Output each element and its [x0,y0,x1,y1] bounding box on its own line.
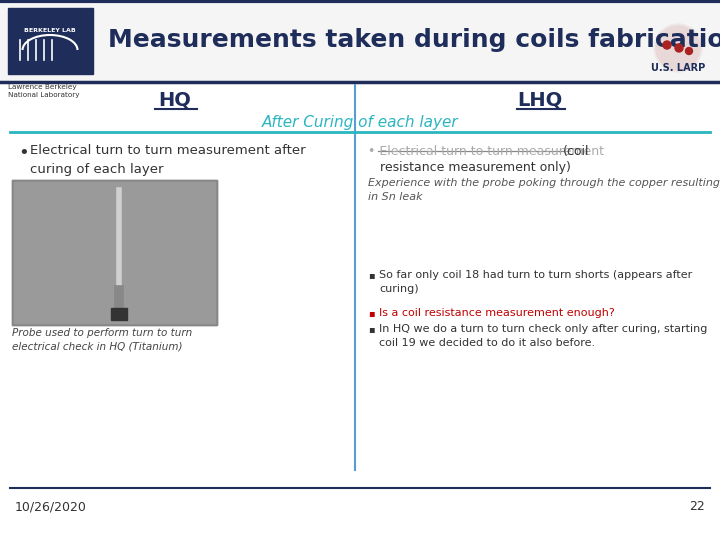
Circle shape [663,41,671,49]
Text: ▪: ▪ [368,270,374,280]
Circle shape [654,24,702,72]
Bar [12,180,217,325]
Text: Measurements taken during coils fabrication: Measurements taken during coils fabricat… [108,28,720,52]
Text: Probe used to perform turn to turn
electrical check in HQ (Titanium): Probe used to perform turn to turn elect… [12,328,192,351]
Bar [14,182,215,323]
Text: ▪: ▪ [368,324,374,334]
Text: Electrical turn to turn measurement after
curing of each layer: Electrical turn to turn measurement afte… [30,144,305,176]
Text: •: • [18,144,29,162]
Text: In HQ we do a turn to turn check only after curing, starting
coil 19 we decided : In HQ we do a turn to turn check only af… [379,324,707,348]
Text: Is a coil resistance measurement enough?: Is a coil resistance measurement enough? [379,308,615,318]
Text: HQ: HQ [158,91,192,110]
Bar [12,180,217,325]
Text: 10/26/2020: 10/26/2020 [15,500,87,513]
Text: So far only coil 18 had turn to turn shorts (appears after
curing): So far only coil 18 had turn to turn sho… [379,270,692,294]
Circle shape [656,26,700,70]
Text: 22: 22 [689,500,705,513]
Circle shape [685,48,693,55]
Text: BERKELEY LAB: BERKELEY LAB [24,28,76,32]
Text: resistance measurement only): resistance measurement only) [380,161,571,174]
Text: After Curing of each layer: After Curing of each layer [261,114,459,130]
Text: Lawrence Berkeley
National Laboratory: Lawrence Berkeley National Laboratory [8,84,79,98]
Bar [0,0,720,82]
Text: ▪: ▪ [368,308,374,318]
Text: Experience with the probe poking through the copper resulting
in Sn leak: Experience with the probe poking through… [368,178,720,202]
Circle shape [675,44,683,52]
Bar [111,308,127,320]
Text: • Electrical turn to turn measurement: • Electrical turn to turn measurement [368,145,608,158]
Text: (coil: (coil [563,145,590,158]
Text: U.S. LARP: U.S. LARP [651,63,705,73]
Text: LHQ: LHQ [518,91,562,110]
Bar [8,8,93,74]
